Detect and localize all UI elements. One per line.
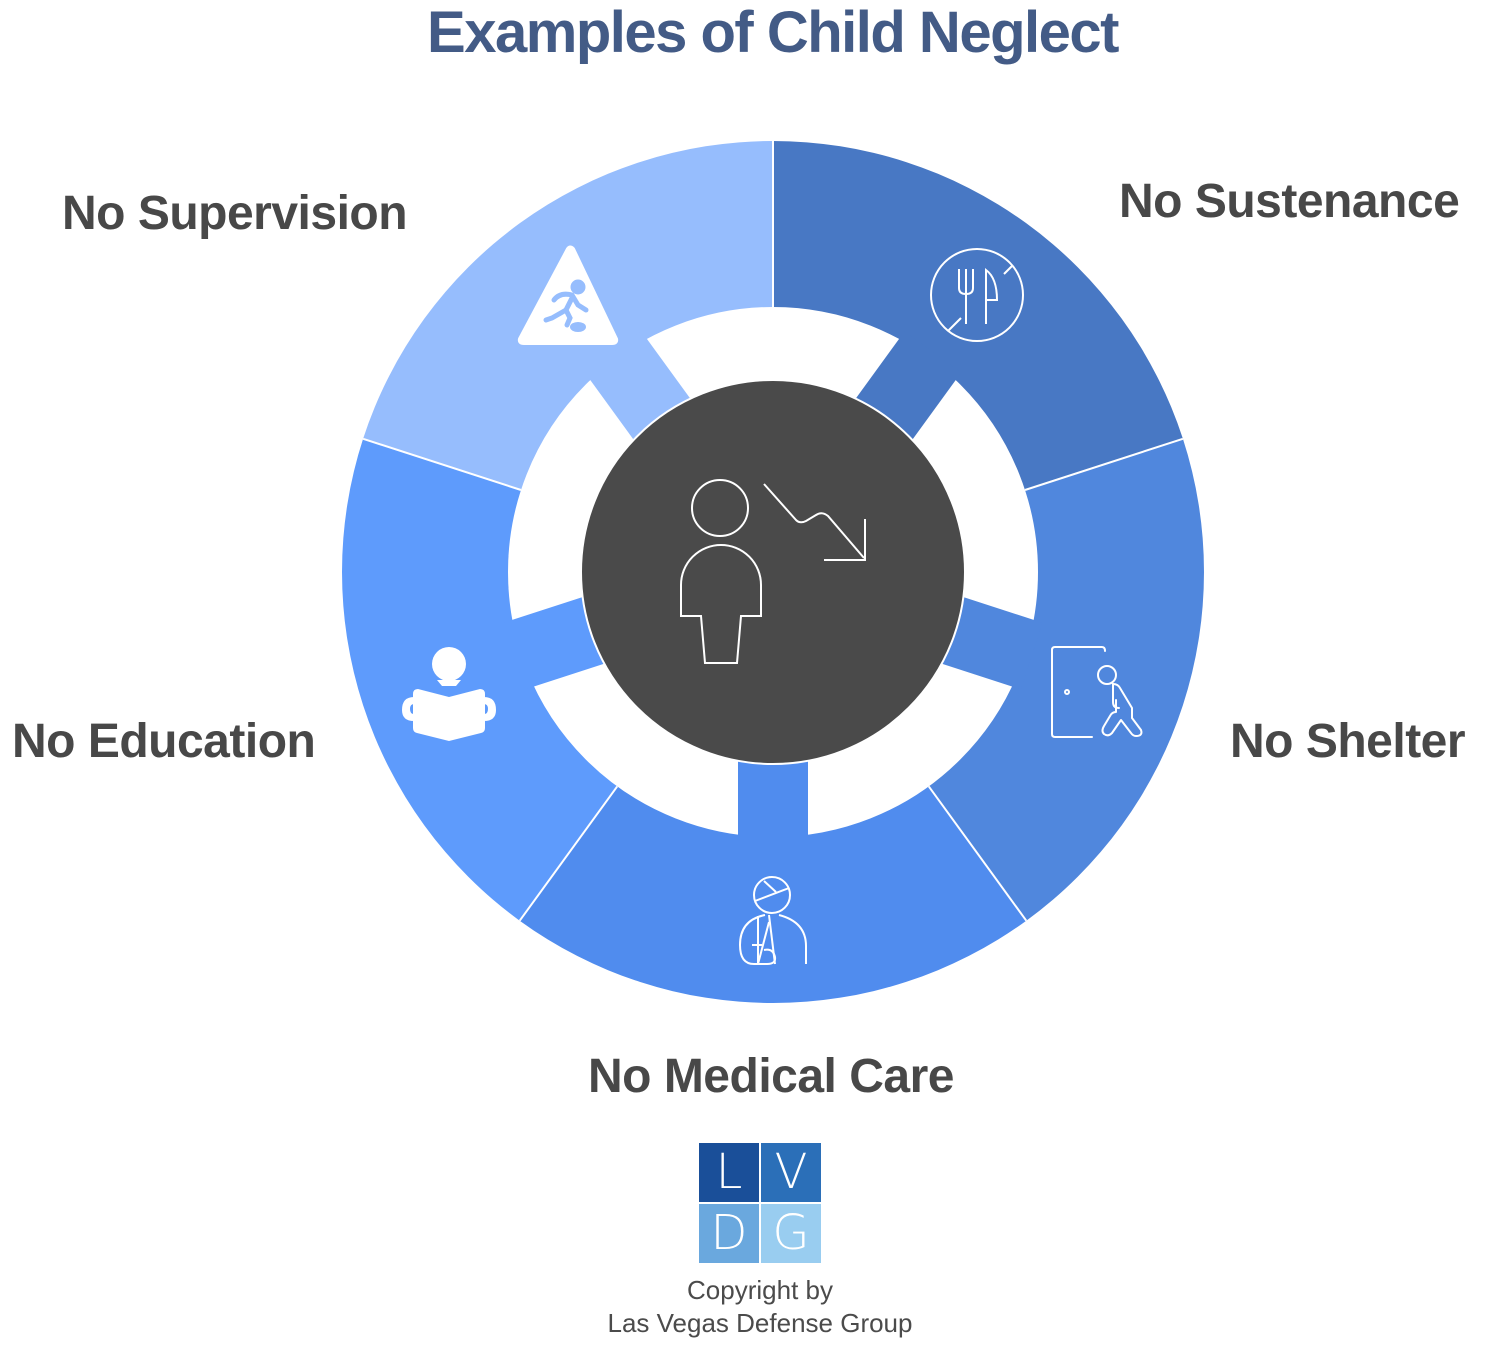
- homeless-door-icon: [1051, 646, 1143, 738]
- injured-person-sling-icon: [739, 876, 807, 965]
- logo-cell-v: V: [761, 1143, 821, 1202]
- label-no-medical-care: No Medical Care: [588, 1050, 954, 1103]
- label-no-education: No Education: [12, 715, 316, 768]
- lvdg-logo: L V D G: [699, 1143, 821, 1263]
- reading-child-icon: [402, 647, 496, 741]
- label-no-sustenance: No Sustenance: [1119, 175, 1460, 228]
- logo-cell-g: G: [761, 1204, 821, 1263]
- segment-no-sustenance: [773, 141, 1183, 513]
- copyright-line1: Copyright by: [687, 1275, 833, 1305]
- copyright-line2: Las Vegas Defense Group: [607, 1308, 913, 1338]
- segment-dividers: [362, 141, 1184, 922]
- falling-person-warning-icon: [517, 245, 619, 345]
- logo-cell-l: L: [699, 1143, 759, 1202]
- no-food-icon: [930, 248, 1024, 342]
- logo-cell-d: D: [699, 1204, 759, 1263]
- page-title: Examples of Child Neglect: [427, 0, 1119, 65]
- center-hub: [580, 379, 966, 765]
- label-no-shelter: No Shelter: [1230, 715, 1466, 768]
- copyright-notice: Copyright by Las Vegas Defense Group: [560, 1274, 960, 1340]
- person-declining-trend-icon: [680, 479, 866, 664]
- label-no-supervision: No Supervision: [62, 187, 408, 240]
